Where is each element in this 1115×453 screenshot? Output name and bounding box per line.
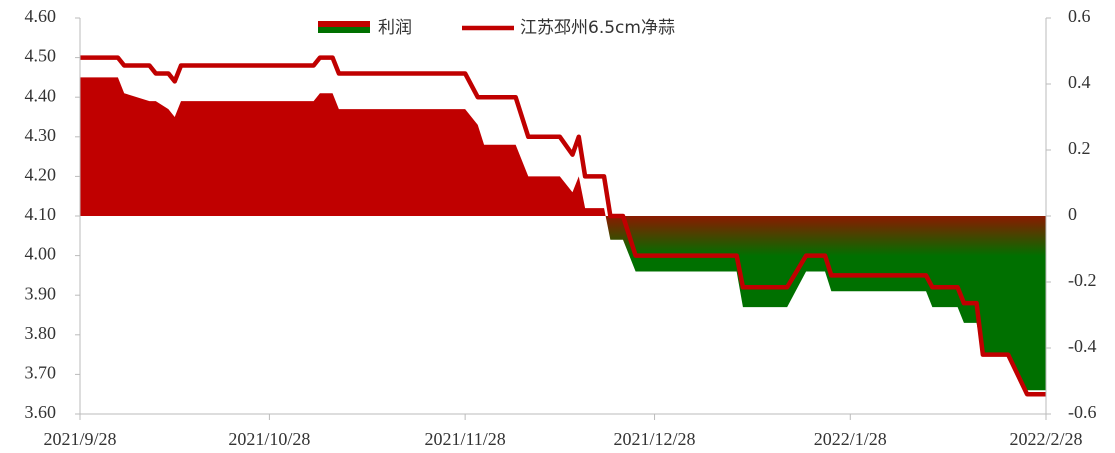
y2-tick-label: 0.6	[1068, 6, 1091, 26]
x-tick-label: 2021/12/28	[614, 429, 696, 449]
y-tick-label: 4.00	[25, 244, 57, 264]
y2-tick-label: 0	[1068, 204, 1077, 224]
x-tick-label: 2021/9/28	[43, 429, 116, 449]
x-tick-label: 2022/2/28	[1009, 429, 1082, 449]
y2-tick-label: -0.6	[1068, 402, 1097, 422]
y2-tick-label: 0.4	[1068, 72, 1091, 92]
price-line	[80, 55, 1046, 397]
legend-swatch	[318, 21, 370, 33]
x-tick-label: 2022/1/28	[814, 429, 887, 449]
y-tick-label: 4.20	[25, 165, 57, 185]
y2-tick-label: -0.2	[1068, 270, 1097, 290]
x-tick-label: 2021/11/28	[424, 429, 505, 449]
profit-area	[80, 77, 1046, 391]
y-tick-label: 3.90	[25, 283, 57, 303]
y-tick-label: 3.60	[25, 402, 57, 422]
y-tick-label: 4.40	[25, 85, 57, 105]
y2-tick-label: -0.4	[1068, 336, 1097, 356]
y-tick-label: 3.70	[25, 363, 57, 383]
y-tick-label: 4.30	[25, 125, 57, 145]
y-tick-label: 4.50	[25, 46, 57, 66]
legend: 利润 江苏邳州6.5cm净蒜	[318, 18, 675, 38]
y-tick-label: 4.10	[25, 204, 57, 224]
legend-label: 江苏邳州6.5cm净蒜	[520, 18, 675, 38]
x-tick-label: 2021/10/28	[228, 429, 310, 449]
y2-tick-label: 0.2	[1068, 138, 1091, 158]
legend-label: 利润	[378, 18, 412, 38]
y-tick-label: 4.60	[25, 6, 57, 26]
y-tick-label: 3.80	[25, 323, 57, 343]
